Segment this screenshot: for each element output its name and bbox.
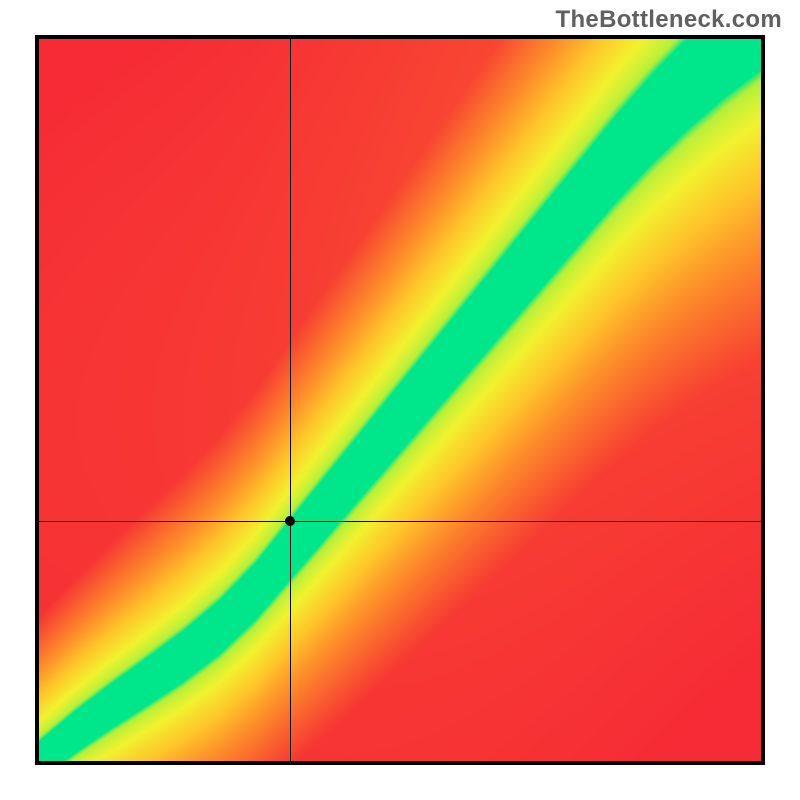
- data-point-marker: [285, 516, 295, 526]
- crosshair-horizontal: [39, 521, 761, 522]
- plot-area: [35, 35, 765, 765]
- heatmap-canvas: [39, 39, 761, 761]
- figure-root: TheBottleneck.com: [0, 0, 800, 800]
- crosshair-vertical: [290, 39, 291, 761]
- watermark-label: TheBottleneck.com: [556, 6, 782, 34]
